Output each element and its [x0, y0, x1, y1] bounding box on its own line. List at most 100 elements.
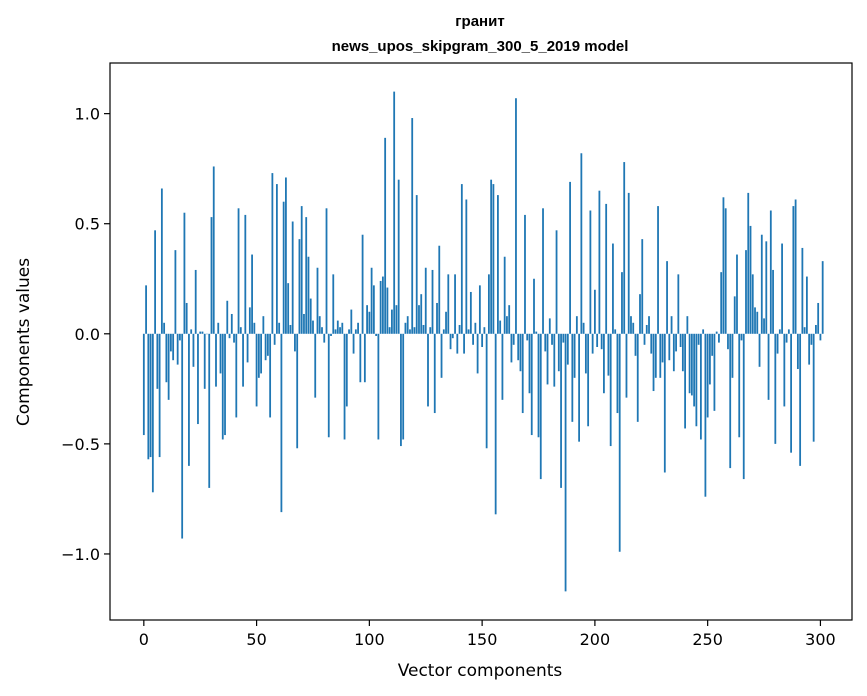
x-tick-label: 150 — [467, 630, 498, 649]
bar-184 — [557, 333, 560, 372]
y-tick-label: 1.0 — [75, 105, 100, 124]
bar-36 — [224, 333, 226, 436]
bar-154 — [490, 179, 493, 334]
bar-120 — [413, 327, 416, 334]
bar-59 — [275, 184, 278, 334]
bar-80 — [323, 333, 326, 343]
bar-251 — [709, 333, 711, 385]
bar-139 — [456, 333, 459, 354]
bar-138 — [454, 274, 456, 334]
bar-77 — [316, 267, 319, 334]
bar-48 — [251, 254, 253, 334]
bar-182 — [553, 333, 556, 387]
bar-290 — [796, 333, 799, 370]
bar-32 — [215, 333, 217, 387]
bar-234 — [670, 316, 673, 334]
bar-297 — [812, 333, 815, 442]
bar-199 — [591, 333, 594, 354]
bar-series — [142, 91, 824, 592]
bar-203 — [600, 333, 603, 350]
bar-70 — [300, 206, 303, 334]
bar-119 — [411, 118, 414, 334]
bar-165 — [515, 98, 517, 334]
bar-111 — [393, 91, 396, 334]
bar-181 — [551, 333, 553, 345]
bar-83 — [330, 333, 332, 336]
bar-192 — [575, 316, 578, 334]
x-tick-label: 250 — [692, 630, 723, 649]
bar-252 — [711, 333, 714, 356]
bar-99 — [366, 305, 368, 334]
bar-17 — [181, 333, 184, 539]
bar-122 — [418, 305, 420, 334]
bar-102 — [372, 285, 375, 334]
bar-162 — [508, 305, 511, 334]
x-axis-ticks: 0 50 100 150 200 250 300 — [139, 620, 836, 649]
bar-126 — [427, 333, 429, 407]
bar-187 — [564, 333, 567, 592]
bar-93 — [352, 333, 355, 354]
bar-24 — [197, 333, 199, 425]
bar-191 — [573, 333, 576, 378]
bar-104 — [377, 333, 380, 440]
bar-65 — [289, 324, 292, 334]
bar-135 — [447, 274, 450, 334]
bar-31 — [212, 166, 215, 334]
bar-196 — [584, 333, 587, 374]
bar-185 — [560, 333, 562, 488]
bar-161 — [506, 316, 508, 334]
bar-195 — [582, 322, 585, 334]
bar-249 — [704, 333, 707, 497]
bar-152 — [485, 333, 488, 449]
bar-87 — [339, 327, 341, 334]
bar-159 — [501, 333, 504, 400]
bar-260 — [729, 333, 732, 469]
bar-236 — [675, 333, 677, 352]
bar-218 — [634, 333, 637, 356]
bar-127 — [429, 327, 432, 334]
bar-287 — [790, 333, 792, 453]
bar-81 — [325, 208, 328, 334]
bar-272 — [756, 311, 759, 334]
bar-188 — [566, 333, 569, 365]
bar-250 — [706, 333, 709, 418]
bar-39 — [230, 313, 233, 334]
bar-271 — [754, 307, 756, 334]
bar-68 — [296, 333, 299, 449]
bar-215 — [627, 192, 630, 334]
bar-179 — [546, 333, 549, 385]
bar-146 — [472, 333, 474, 345]
bar-270 — [751, 274, 754, 334]
bar-151 — [483, 327, 486, 334]
bar-55 — [266, 333, 269, 356]
bar-172 — [530, 333, 533, 436]
bar-243 — [690, 333, 693, 396]
bar-178 — [544, 333, 547, 352]
bar-286 — [787, 329, 790, 334]
bar-211 — [618, 333, 621, 552]
bar-109 — [388, 327, 391, 334]
bar-255 — [718, 333, 720, 343]
bar-166 — [517, 333, 520, 361]
bar-213 — [623, 162, 626, 334]
bar-92 — [350, 309, 353, 334]
bar-124 — [422, 324, 425, 334]
bar-144 — [467, 329, 470, 334]
bar-121 — [415, 195, 418, 334]
bar-175 — [537, 333, 540, 438]
y-axis-label: Components values — [14, 258, 34, 426]
bar-224 — [648, 316, 650, 334]
bar-103 — [375, 333, 378, 336]
bar-149 — [478, 285, 481, 334]
bar-190 — [571, 333, 574, 422]
bar-242 — [688, 333, 691, 394]
bar-225 — [650, 333, 653, 354]
bar-174 — [535, 331, 538, 334]
bar-54 — [264, 333, 267, 361]
bar-277 — [767, 333, 770, 400]
bar-254 — [715, 331, 718, 334]
bar-201 — [596, 333, 599, 347]
bar-98 — [363, 333, 366, 383]
bar-230 — [661, 333, 664, 363]
bar-78 — [318, 316, 321, 334]
